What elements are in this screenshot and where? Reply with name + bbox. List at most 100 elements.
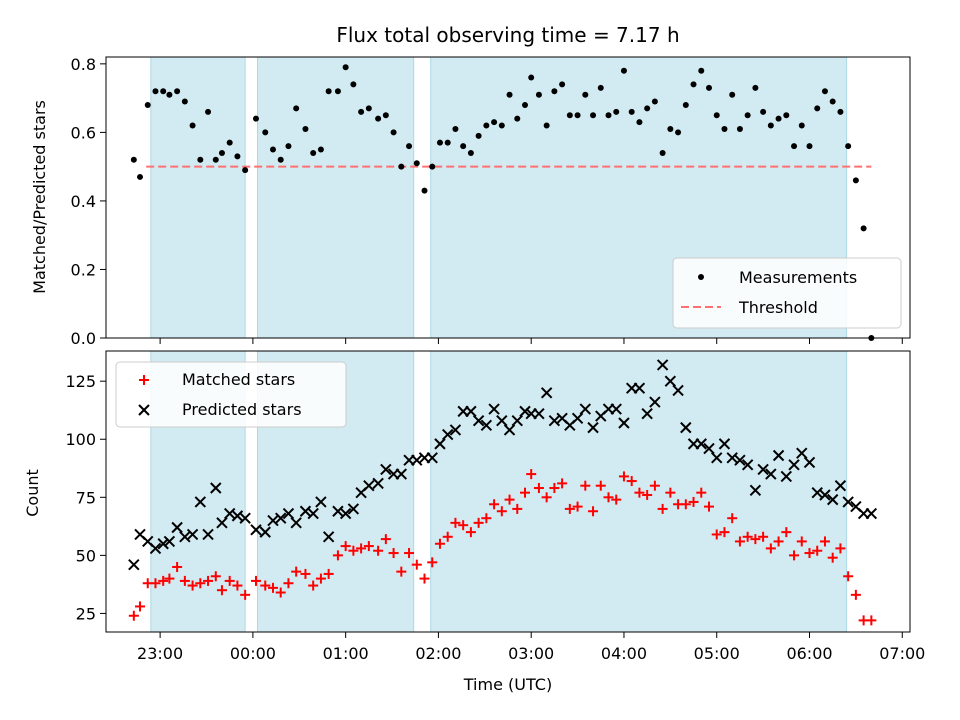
measurement-point bbox=[814, 105, 821, 112]
matched-star-marker bbox=[135, 601, 146, 612]
predicted-star-marker bbox=[741, 459, 754, 471]
predicted-star-marker bbox=[519, 405, 531, 418]
x-tick-label: 05:00 bbox=[694, 644, 740, 663]
matched-star-marker bbox=[564, 503, 575, 514]
predicted-star-marker bbox=[772, 449, 785, 462]
x-tick-label: 06:00 bbox=[786, 644, 832, 663]
matched-star-marker bbox=[411, 559, 422, 570]
measurement-point bbox=[375, 115, 382, 122]
predicted-star-marker bbox=[610, 403, 622, 415]
observing-band bbox=[150, 56, 246, 339]
measurement-point bbox=[690, 81, 697, 88]
predicted-star-marker bbox=[223, 507, 236, 520]
predicted-star-marker bbox=[138, 404, 150, 416]
matched-star-marker bbox=[216, 585, 227, 596]
matched-star-marker bbox=[835, 543, 846, 554]
predicted-star-marker bbox=[372, 477, 384, 490]
measurement-point bbox=[302, 125, 309, 132]
matched-star-marker bbox=[332, 550, 343, 561]
predicted-star-marker bbox=[734, 454, 746, 466]
predicted-star-marker bbox=[347, 503, 360, 515]
measurement-point bbox=[205, 108, 212, 115]
predicted-star-marker bbox=[380, 463, 392, 476]
matched-star-marker bbox=[267, 582, 278, 593]
matched-star-marker bbox=[704, 501, 714, 512]
measurement-point bbox=[590, 112, 597, 119]
measurement-point bbox=[460, 143, 467, 150]
matched-star-marker bbox=[427, 557, 438, 568]
measurement-point bbox=[218, 149, 225, 156]
measurement-point bbox=[365, 105, 372, 112]
matched-star-marker bbox=[626, 476, 637, 487]
matched-star-marker bbox=[481, 513, 492, 524]
matched-star-marker bbox=[526, 469, 537, 480]
matched-star-marker bbox=[657, 503, 668, 514]
measurement-point bbox=[675, 129, 682, 136]
matched-star-marker bbox=[195, 578, 206, 589]
predicted-star-marker bbox=[579, 403, 592, 415]
matched-star-marker bbox=[283, 578, 294, 589]
predicted-star-marker bbox=[259, 526, 271, 538]
measurement-point bbox=[413, 160, 420, 167]
y-tick-label: 0.4 bbox=[71, 192, 96, 211]
matched-star-marker bbox=[187, 580, 198, 591]
predicted-star-marker bbox=[171, 521, 183, 534]
predicted-star-marker bbox=[411, 454, 423, 466]
measurement-point bbox=[659, 149, 666, 156]
predicted-star-marker bbox=[548, 414, 561, 427]
measurement-point bbox=[605, 112, 612, 119]
measurement-point bbox=[566, 112, 573, 119]
measurement-point bbox=[535, 91, 542, 98]
measurement-point bbox=[285, 143, 292, 150]
measurement-point bbox=[837, 108, 844, 115]
predicted-star-marker bbox=[511, 414, 523, 427]
measurement-point bbox=[636, 119, 643, 126]
measurement-point bbox=[543, 122, 550, 129]
count-panel-ticks: 25 50 75 100 125 23:00 00:00 01:00 02:00 03:00 04:… bbox=[65, 372, 925, 663]
measurement-point bbox=[277, 156, 284, 163]
measurement-point bbox=[597, 84, 604, 91]
predicted-star-marker bbox=[441, 428, 454, 441]
legend-frame bbox=[672, 257, 902, 329]
measurement-point bbox=[252, 115, 259, 122]
measurement-point bbox=[574, 112, 581, 119]
predicted-star-marker bbox=[449, 424, 462, 436]
measurement-point bbox=[744, 112, 751, 119]
matched-star-marker bbox=[323, 568, 334, 579]
matched-star-marker bbox=[128, 610, 139, 621]
matched-star-marker bbox=[300, 568, 311, 579]
matched-star-marker bbox=[496, 506, 507, 517]
matched-star-marker bbox=[404, 548, 415, 559]
measurement-point bbox=[174, 88, 181, 95]
matched-star-marker bbox=[158, 575, 169, 586]
predicted-star-marker bbox=[339, 507, 352, 520]
measurement-point bbox=[760, 108, 767, 115]
matched-star-marker bbox=[742, 531, 753, 542]
predicted-star-marker bbox=[216, 517, 228, 529]
predicted-star-marker bbox=[540, 387, 553, 399]
measurement-point bbox=[429, 163, 436, 170]
x-axis-label: Time (UTC) bbox=[463, 675, 552, 694]
matched-star-marker bbox=[812, 545, 823, 556]
measurement-point bbox=[358, 108, 365, 115]
predicted-star-marker bbox=[157, 538, 169, 550]
predicted-star-marker bbox=[299, 505, 312, 517]
matched-star-marker bbox=[541, 492, 552, 503]
measurement-point bbox=[189, 122, 196, 129]
matched-star-marker bbox=[850, 589, 861, 600]
measurement-point bbox=[582, 91, 589, 98]
count-panel: 25 50 75 100 125 23:00 00:00 01:00 02:00 03:00 04:… bbox=[23, 350, 925, 694]
predicted-star-marker bbox=[834, 479, 847, 492]
measurement-point bbox=[698, 67, 705, 74]
predicted-star-marker bbox=[796, 447, 808, 459]
measurement-point bbox=[421, 187, 428, 194]
predicted-star-marker bbox=[434, 438, 446, 450]
matched-star-marker bbox=[618, 471, 629, 482]
ratio-panel-ticks: 0.0 0.2 0.4 0.6 0.8 bbox=[71, 55, 903, 348]
matched-star-marker bbox=[588, 506, 599, 517]
predicted-star-marker bbox=[250, 524, 262, 536]
matched-star-marker bbox=[512, 503, 523, 514]
predicted-star-marker bbox=[649, 396, 661, 408]
measurement-point bbox=[317, 146, 324, 153]
